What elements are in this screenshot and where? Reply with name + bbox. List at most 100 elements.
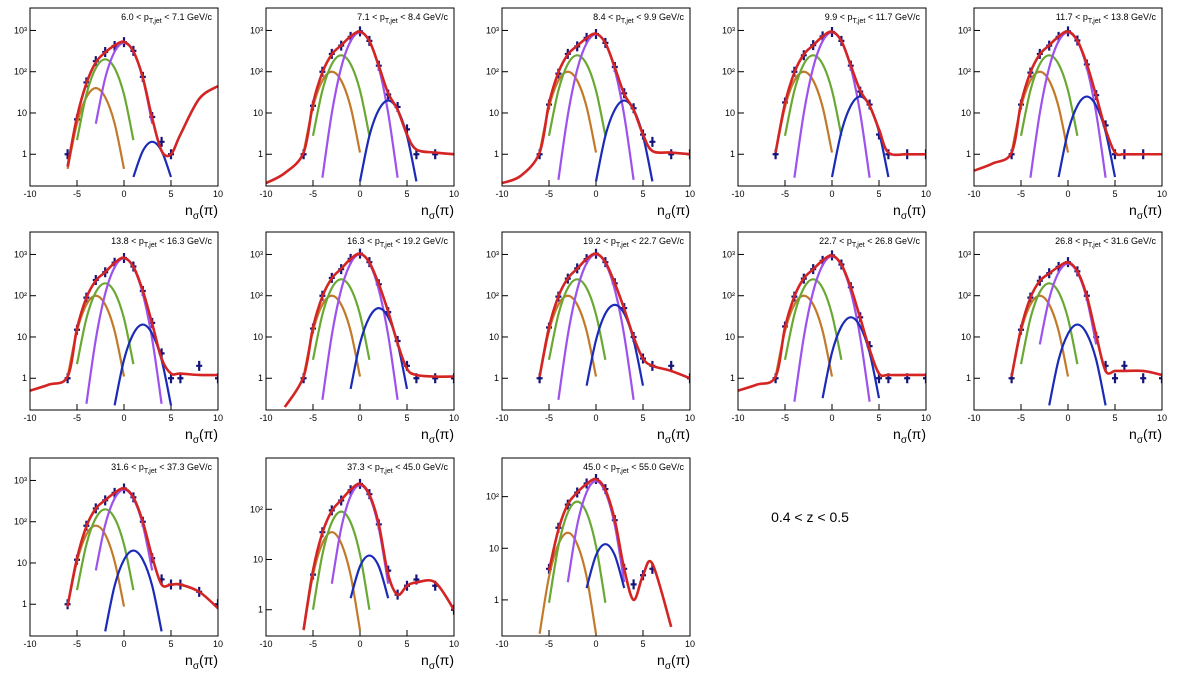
fit-curve — [75, 508, 135, 591]
data-point — [215, 599, 218, 610]
fit-curve — [1010, 261, 1162, 377]
x-tick-label: 0 — [829, 189, 834, 199]
title-subscript: T,jet — [144, 468, 157, 475]
y-tick-label: 10² — [250, 291, 263, 301]
x-label-part: n — [657, 202, 665, 218]
x-tick-label: 0 — [357, 189, 362, 199]
data-point — [630, 579, 637, 590]
panel-title: 26.8 < pT,jet < 31.6 GeV/c — [1055, 236, 1156, 249]
x-label-part: (π) — [1143, 202, 1162, 218]
y-tick-label: 10² — [722, 291, 735, 301]
frame — [501, 457, 691, 637]
y-tick-label: 10³ — [14, 475, 27, 485]
plot-area — [1008, 257, 1162, 406]
data-point — [432, 373, 439, 384]
fit-curve — [302, 482, 454, 630]
y-tick-label: 10 — [489, 543, 499, 553]
y-tick-label: 10 — [17, 108, 27, 118]
title-subscript: T,jet — [1088, 242, 1101, 249]
fit-curve — [538, 252, 690, 380]
fit-curve — [311, 278, 371, 361]
panel-title: 7.1 < pT,jet < 8.4 GeV/c — [357, 12, 448, 25]
fit-curve — [783, 278, 843, 361]
x-tick-label: -5 — [73, 639, 81, 649]
panel: -10 -5 0 5 10 1 10 10² 10³ 8.4 < pT,jet < 9.9 GeV… — [486, 7, 695, 222]
plot-area — [502, 29, 690, 185]
plot-area — [64, 483, 218, 632]
fit-curve — [547, 500, 607, 603]
x-tick-label: 0 — [357, 413, 362, 423]
plot-area — [772, 26, 926, 178]
x-tick-label: 5 — [168, 639, 173, 649]
x-tick-label: 10 — [449, 639, 459, 649]
x-tick-label: 10 — [1157, 413, 1167, 423]
title-part: 45.0 < p — [583, 462, 616, 472]
x-label-part: (π) — [671, 426, 690, 442]
x-tick-label: 10 — [213, 639, 223, 649]
x-tick-label: 5 — [404, 189, 409, 199]
y-tick-label: 10² — [486, 67, 499, 77]
x-tick-label: 0 — [1065, 413, 1070, 423]
title-subscript: T,jet — [616, 468, 629, 475]
title-part: 26.8 < p — [1055, 236, 1088, 246]
y-tick-label: 10² — [486, 291, 499, 301]
frame — [265, 231, 455, 411]
panel: -10 -5 0 5 10 1 10 10² 45.0 < pT,jet < 55.0 GeV/… — [486, 457, 695, 672]
x-tick-label: 5 — [640, 413, 645, 423]
x-tick-label: -5 — [545, 413, 553, 423]
y-tick-label: 10² — [250, 67, 263, 77]
x-tick-label: 10 — [449, 189, 459, 199]
x-tick-label: -5 — [1017, 189, 1025, 199]
y-tick-label: 1 — [966, 373, 971, 383]
x-axis-label: nσ(π) — [185, 426, 218, 446]
data-point — [215, 373, 218, 384]
x-tick-label: -10 — [23, 413, 36, 423]
title-subscript: T,jet — [852, 242, 865, 249]
x-tick-label: -5 — [309, 413, 317, 423]
fit-curve — [502, 32, 690, 185]
fit-curve — [974, 30, 1162, 172]
title-part: < 11.7 GeV/c — [865, 12, 920, 22]
fit-curve — [283, 252, 454, 408]
fit-curve — [311, 510, 371, 610]
panel: -10 -5 0 5 10 1 10 10² 37.3 < pT,jet < 45.0 GeV/… — [250, 457, 459, 672]
title-part: 19.2 < p — [583, 236, 616, 246]
data-point — [923, 373, 926, 384]
x-tick-label: -5 — [309, 639, 317, 649]
y-tick-label: 1 — [22, 149, 27, 159]
fit-curve — [557, 33, 635, 180]
panel-title: 13.8 < pT,jet < 16.3 GeV/c — [111, 236, 212, 249]
title-part: 6.0 < p — [121, 12, 149, 22]
panel: -10 -5 0 5 10 1 10 10² 10³ 26.8 < pT,jet < 31.6 G… — [958, 231, 1167, 446]
fit-curve — [132, 140, 173, 178]
panel: -10 -5 0 5 10 1 10 10² 10³ 9.9 < pT,jet < 11.7 Ge… — [722, 7, 931, 222]
x-label-subscript: σ — [429, 661, 436, 672]
x-label-part: (π) — [435, 202, 454, 218]
x-tick-label: 0 — [121, 413, 126, 423]
x-label-subscript: σ — [1137, 211, 1144, 222]
panel-title: 22.7 < pT,jet < 26.8 GeV/c — [819, 236, 920, 249]
fit-curve — [793, 31, 871, 178]
panel-title: 11.7 < pT,jet < 13.8 GeV/c — [1056, 12, 1157, 25]
x-axis-label: nσ(π) — [1129, 426, 1162, 446]
x-tick-label: 5 — [404, 413, 409, 423]
fit-curve — [66, 40, 218, 167]
plot-area — [974, 26, 1162, 178]
fit-curve — [585, 543, 626, 589]
x-label-part: n — [657, 426, 665, 442]
x-tick-label: 0 — [121, 639, 126, 649]
y-tick-label: 10³ — [486, 25, 499, 35]
title-subscript: T,jet — [149, 18, 162, 25]
fit-curve — [30, 256, 218, 392]
data-point — [432, 149, 439, 160]
data-point — [196, 360, 203, 371]
y-tick-label: 1 — [966, 149, 971, 159]
x-label-subscript: σ — [193, 435, 200, 446]
title-part: 11.7 < p — [1056, 12, 1088, 22]
fit-curve — [738, 254, 926, 392]
plot-area — [266, 26, 454, 185]
x-label-subscript: σ — [429, 435, 436, 446]
y-tick-label: 10 — [961, 108, 971, 118]
x-label-part: n — [185, 652, 193, 668]
data-point — [668, 360, 675, 371]
